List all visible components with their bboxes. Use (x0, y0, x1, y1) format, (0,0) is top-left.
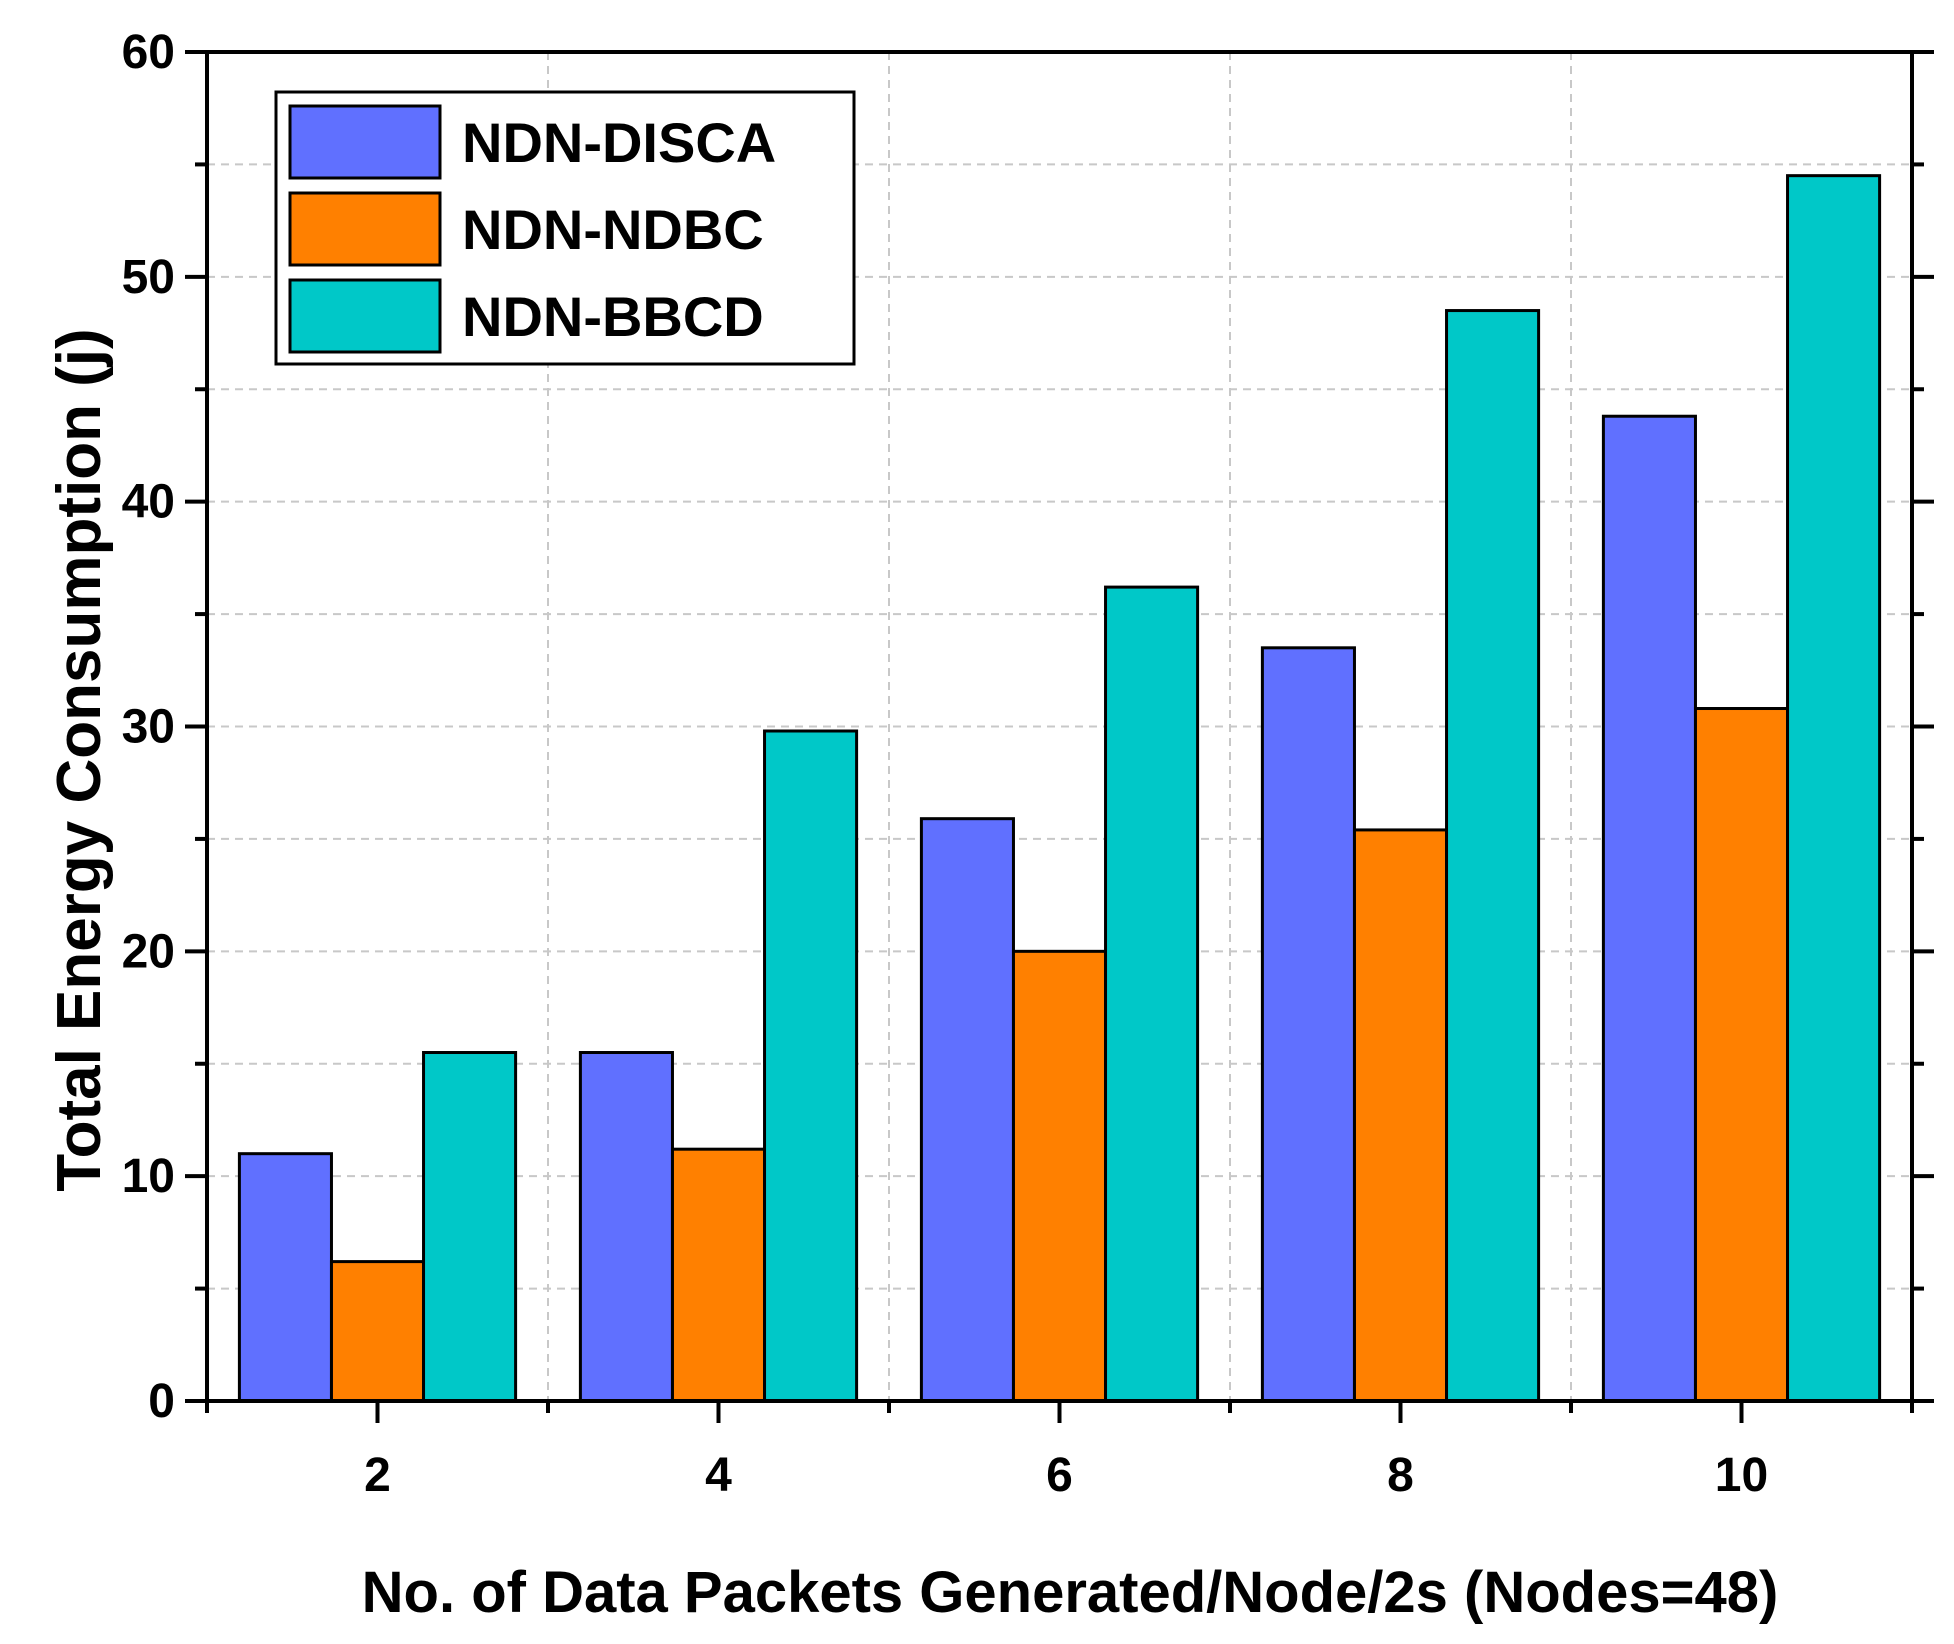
ticks: 0 10 20 30 40 50 60 2 4 6 8 10 (122, 26, 1934, 1502)
bar-ndn-bbcd-6 (1104, 585, 1200, 1403)
bar-ndn-disca-6 (919, 817, 1015, 1403)
bar-ndn-bbcd-8 (1445, 309, 1541, 1403)
bar-ndn-disca-2 (237, 1152, 333, 1403)
legend-label-ndn-disca: NDN-DISCA (462, 111, 776, 174)
legend-label-ndn-ndbc: NDN-NDBC (462, 198, 764, 261)
bar-ndn-ndbc-8 (1352, 828, 1449, 1403)
bar-ndn-ndbc-10 (1693, 707, 1790, 1403)
bar-ndn-ndbc-2 (329, 1260, 426, 1403)
legend-swatch-ndn-ndbc (288, 191, 442, 267)
x-tick-label: 10 (1715, 1449, 1768, 1502)
y-tick-label: 50 (122, 251, 175, 304)
bar-ndn-disca-8 (1260, 646, 1356, 1403)
legend-label-ndn-bbcd: NDN-BBCD (462, 285, 764, 348)
y-tick-label: 60 (122, 26, 175, 79)
legend-swatch-ndn-disca (288, 104, 442, 180)
y-tick-label: 30 (122, 701, 175, 754)
y-tick-label: 40 (122, 476, 175, 529)
y-axis-label: Total Energy Consumption (j) (45, 328, 114, 1191)
x-tick-label: 6 (1046, 1449, 1073, 1502)
bar-ndn-bbcd-10 (1786, 174, 1882, 1403)
bar-ndn-disca-4 (578, 1051, 674, 1403)
x-tick-label: 4 (705, 1449, 732, 1502)
y-tick-label: 10 (122, 1150, 175, 1203)
bar-ndn-disca-10 (1601, 414, 1697, 1403)
legend: NDN-DISCA NDN-NDBC NDN-BBCD (274, 90, 856, 366)
y-tick-label: 0 (148, 1375, 175, 1428)
bar-ndn-bbcd-4 (763, 729, 859, 1403)
x-tick-label: 2 (364, 1449, 391, 1502)
legend-swatch-ndn-bbcd (288, 278, 442, 354)
y-tick-label: 20 (122, 925, 175, 978)
bar-ndn-ndbc-6 (1011, 949, 1108, 1403)
bar-ndn-bbcd-2 (422, 1051, 518, 1403)
bar-ndn-ndbc-4 (670, 1147, 767, 1403)
x-tick-label: 8 (1387, 1449, 1414, 1502)
x-axis-label: No. of Data Packets Generated/Node/2s (N… (362, 1560, 1779, 1625)
